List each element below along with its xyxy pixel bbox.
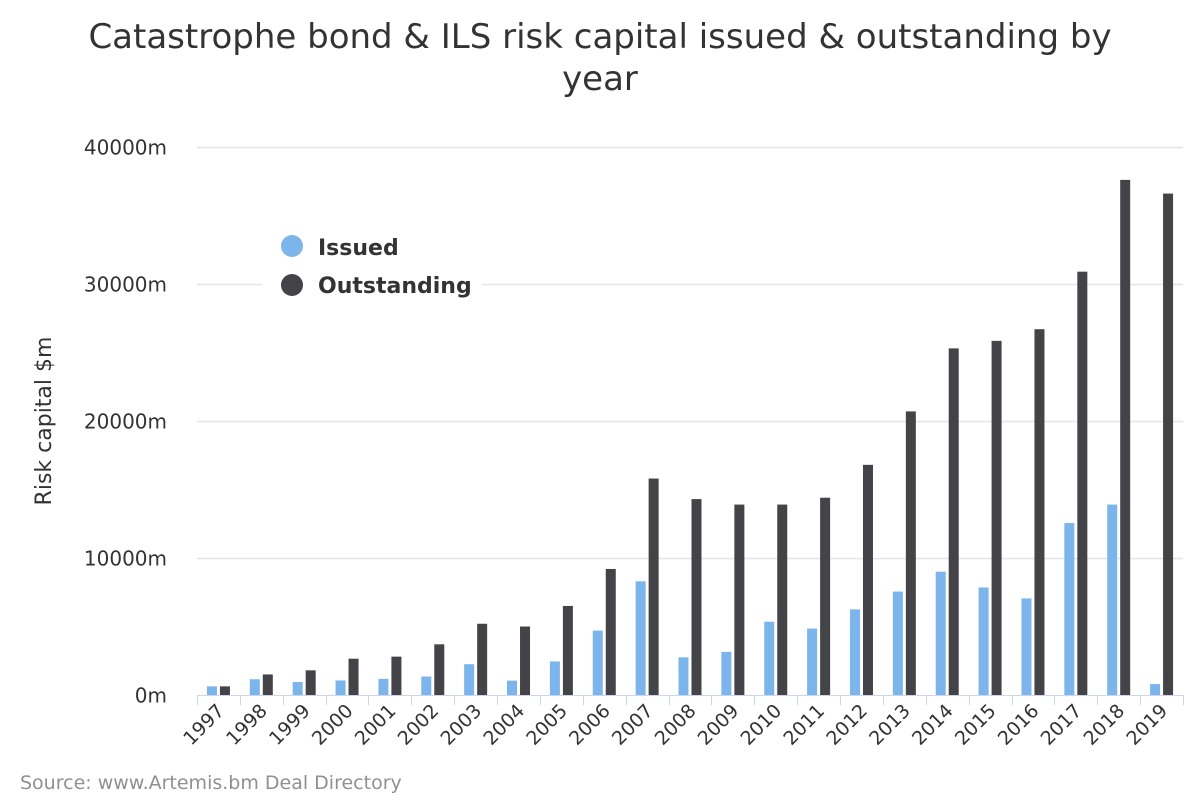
bar-outstanding-2007[interactable]	[648, 478, 659, 695]
x-tick-label-1997: 1997	[179, 700, 229, 750]
x-tick-label-2010: 2010	[737, 700, 787, 750]
y-tick-label: 30000m	[84, 273, 167, 297]
y-tick-label: 10000m	[84, 547, 167, 571]
bar-issued-2005[interactable]	[549, 661, 560, 695]
bar-outstanding-1999[interactable]	[305, 670, 316, 695]
x-tick-label-2017: 2017	[1037, 700, 1087, 750]
bar-issued-2013[interactable]	[892, 591, 903, 695]
bar-outstanding-2019[interactable]	[1163, 193, 1174, 695]
y-tick-label: 0m	[135, 684, 167, 708]
bar-issued-2010[interactable]	[764, 621, 775, 695]
bar-outstanding-2016[interactable]	[1034, 329, 1045, 695]
x-tick-label-2007: 2007	[608, 700, 658, 750]
legend-label-issued: Issued	[318, 236, 399, 261]
bar-issued-2001[interactable]	[378, 678, 389, 695]
x-tick-label-2011: 2011	[779, 700, 829, 750]
bar-outstanding-2010[interactable]	[777, 504, 788, 695]
bar-issued-2006[interactable]	[592, 630, 603, 695]
bar-issued-2004[interactable]	[507, 680, 518, 695]
bar-outstanding-1997[interactable]	[219, 686, 230, 695]
x-tick-label-2019: 2019	[1122, 700, 1172, 750]
x-tick-label-2006: 2006	[565, 700, 615, 750]
x-axis-ticks: 1997199819992000200120022003200420052006…	[179, 695, 1184, 750]
y-tick-label: 40000m	[84, 136, 167, 160]
bar-outstanding-2018[interactable]	[1120, 179, 1131, 695]
bar-issued-1999[interactable]	[292, 681, 303, 695]
bar-issued-2011[interactable]	[807, 628, 818, 695]
x-tick-label-2018: 2018	[1079, 700, 1129, 750]
x-tick-label-2002: 2002	[394, 700, 444, 750]
x-tick-label-2012: 2012	[822, 700, 872, 750]
bar-outstanding-2002[interactable]	[434, 644, 445, 695]
x-tick-label-2016: 2016	[994, 700, 1044, 750]
x-tick-label-2004: 2004	[479, 700, 529, 750]
y-axis-ticks: 0m 10000m 20000m 30000m 40000m	[84, 136, 167, 708]
x-tick-label-2013: 2013	[865, 700, 915, 750]
bar-outstanding-2013[interactable]	[905, 411, 916, 695]
bar-issued-2015[interactable]	[978, 587, 989, 695]
bar-issued-2008[interactable]	[678, 657, 689, 695]
bar-issued-2003[interactable]	[464, 664, 475, 695]
chart-title-line-1: Catastrophe bond & ILS risk capital issu…	[88, 17, 1111, 57]
legend-label-outstanding: Outstanding	[318, 274, 472, 299]
bar-outstanding-2004[interactable]	[520, 626, 531, 696]
x-tick-label-2009: 2009	[694, 700, 744, 750]
bar-issued-2009[interactable]	[721, 651, 732, 695]
y-axis-label: Risk capital $m	[32, 337, 57, 506]
bar-issued-2014[interactable]	[935, 571, 946, 695]
bar-outstanding-2017[interactable]	[1077, 271, 1088, 695]
legend-symbol-issued	[281, 235, 303, 257]
x-tick-label-1999: 1999	[265, 700, 315, 750]
bar-outstanding-2003[interactable]	[477, 623, 488, 695]
bar-outstanding-2012[interactable]	[862, 464, 873, 695]
bar-outstanding-2001[interactable]	[391, 656, 402, 695]
y-tick-label: 20000m	[84, 410, 167, 434]
x-tick-label-2005: 2005	[522, 700, 572, 750]
bar-outstanding-2011[interactable]	[820, 497, 831, 695]
x-tick-label-2008: 2008	[651, 700, 701, 750]
legend-item-outstanding[interactable]: Outstanding	[281, 274, 472, 299]
x-tick-label-2015: 2015	[951, 700, 1001, 750]
x-tick-label-2000: 2000	[308, 700, 358, 750]
bar-issued-2002[interactable]	[421, 676, 432, 695]
bar-outstanding-2014[interactable]	[948, 348, 959, 695]
bar-outstanding-2000[interactable]	[348, 658, 359, 695]
chart-title-line-2: year	[562, 59, 638, 99]
legend[interactable]: Issued Outstanding	[262, 225, 482, 305]
bar-outstanding-2005[interactable]	[562, 605, 573, 695]
bar-issued-2012[interactable]	[849, 609, 860, 695]
bar-issued-2016[interactable]	[1021, 598, 1032, 695]
bar-issued-1997[interactable]	[206, 686, 217, 695]
x-tick-label-2003: 2003	[436, 700, 486, 750]
bar-issued-2000[interactable]	[335, 680, 346, 695]
bar-issued-2019[interactable]	[1150, 684, 1161, 695]
x-tick-label-2014: 2014	[908, 700, 958, 750]
source-credit[interactable]: Source: www.Artemis.bm Deal Directory	[20, 772, 402, 794]
x-tick-label-1998: 1998	[222, 700, 272, 750]
bar-outstanding-2008[interactable]	[691, 499, 702, 695]
bar-issued-2018[interactable]	[1107, 504, 1118, 695]
bar-issued-1998[interactable]	[249, 679, 260, 695]
x-tick-label-2001: 2001	[351, 700, 401, 750]
legend-symbol-outstanding	[281, 274, 303, 296]
legend-item-issued[interactable]: Issued	[281, 235, 399, 261]
bar-outstanding-2006[interactable]	[605, 568, 616, 695]
bar-outstanding-2009[interactable]	[734, 504, 745, 695]
bar-issued-2007[interactable]	[635, 581, 646, 695]
bar-outstanding-1998[interactable]	[262, 674, 273, 695]
bar-issued-2017[interactable]	[1064, 523, 1075, 695]
bars	[206, 179, 1174, 696]
bar-outstanding-2015[interactable]	[991, 340, 1002, 695]
